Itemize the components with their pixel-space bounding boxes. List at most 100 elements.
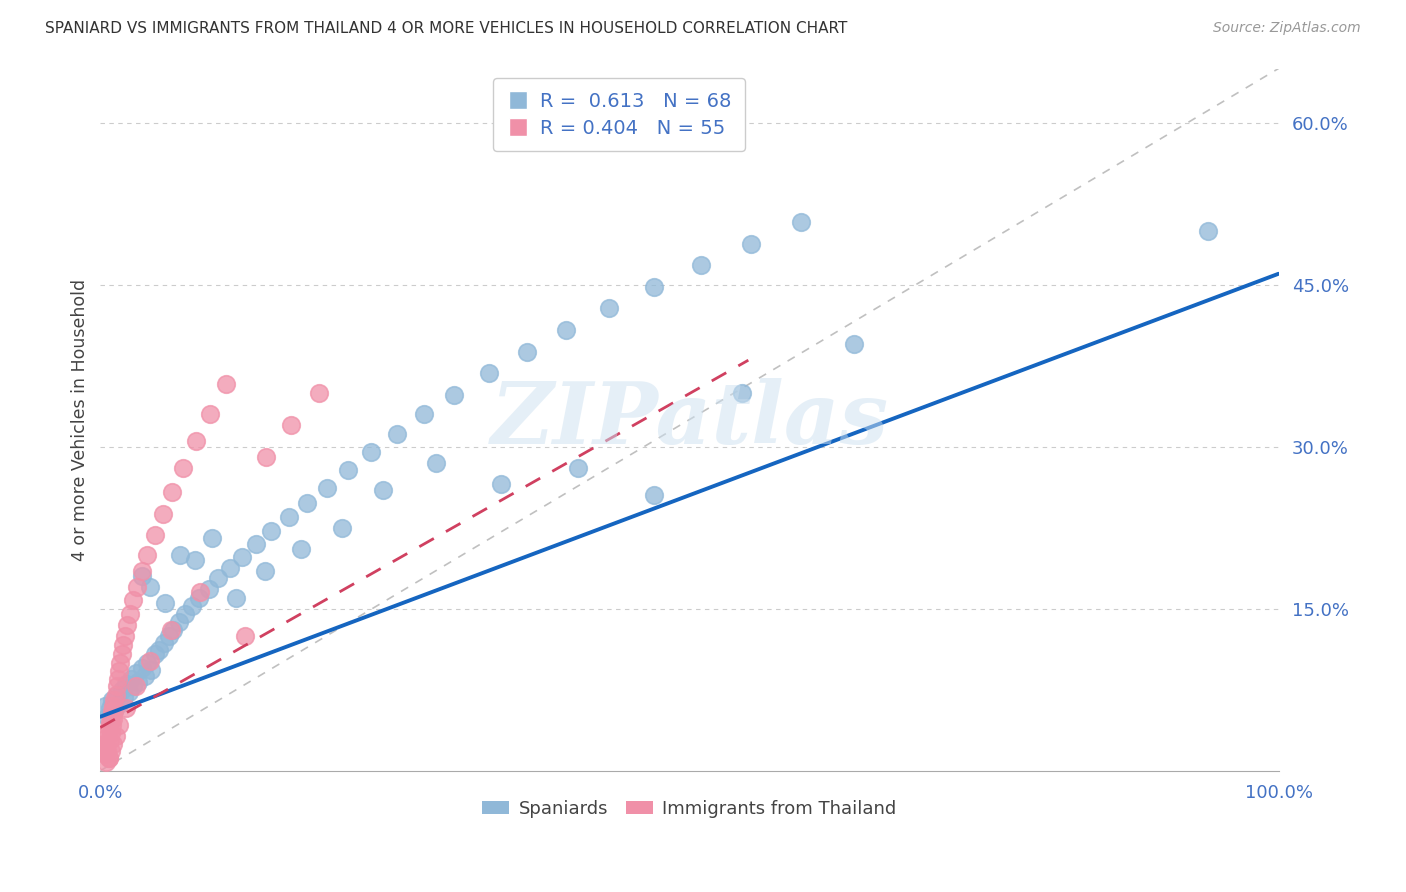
Point bbox=[231, 549, 253, 564]
Point bbox=[105, 680, 128, 694]
Point bbox=[98, 701, 121, 715]
Point bbox=[184, 434, 207, 449]
Point bbox=[172, 461, 194, 475]
Point bbox=[153, 596, 176, 610]
Point bbox=[96, 739, 118, 754]
Point bbox=[131, 564, 153, 578]
Point bbox=[181, 599, 204, 614]
Point bbox=[105, 688, 128, 702]
Point bbox=[277, 509, 299, 524]
Point bbox=[225, 591, 247, 605]
Point bbox=[139, 663, 162, 677]
Point bbox=[110, 682, 132, 697]
Point bbox=[104, 729, 127, 743]
Point bbox=[169, 615, 191, 629]
Point bbox=[478, 366, 501, 380]
Point bbox=[731, 385, 754, 400]
Point bbox=[118, 607, 141, 621]
Point bbox=[111, 639, 134, 653]
Point bbox=[790, 215, 813, 229]
Point bbox=[844, 337, 866, 351]
Point bbox=[97, 750, 120, 764]
Point bbox=[103, 693, 125, 707]
Point bbox=[108, 718, 131, 732]
Point bbox=[115, 677, 138, 691]
Point bbox=[280, 417, 302, 432]
Point bbox=[97, 750, 120, 764]
Point bbox=[100, 744, 122, 758]
Point bbox=[169, 548, 191, 562]
Point bbox=[103, 737, 125, 751]
Point bbox=[308, 385, 330, 400]
Point bbox=[91, 742, 114, 756]
Point bbox=[148, 642, 170, 657]
Point bbox=[188, 591, 211, 605]
Point bbox=[643, 279, 665, 293]
Point bbox=[516, 344, 538, 359]
Point bbox=[160, 485, 183, 500]
Text: ZIPatlas: ZIPatlas bbox=[491, 378, 889, 461]
Point bbox=[387, 426, 409, 441]
Point bbox=[360, 445, 382, 459]
Point bbox=[330, 521, 353, 535]
Point bbox=[100, 726, 122, 740]
Point bbox=[136, 548, 159, 562]
Point bbox=[117, 618, 139, 632]
Point bbox=[96, 726, 118, 740]
Point bbox=[425, 456, 447, 470]
Point bbox=[120, 672, 142, 686]
Point bbox=[139, 653, 162, 667]
Point bbox=[115, 701, 138, 715]
Point bbox=[110, 647, 132, 661]
Point bbox=[98, 715, 121, 730]
Point bbox=[233, 629, 256, 643]
Point bbox=[690, 258, 713, 272]
Point bbox=[100, 709, 122, 723]
Point bbox=[108, 697, 131, 711]
Text: Source: ZipAtlas.com: Source: ZipAtlas.com bbox=[1213, 21, 1361, 35]
Point bbox=[103, 698, 125, 713]
Point bbox=[107, 672, 129, 686]
Point bbox=[101, 718, 124, 732]
Point bbox=[101, 693, 124, 707]
Point bbox=[143, 528, 166, 542]
Point bbox=[254, 564, 277, 578]
Point bbox=[315, 481, 337, 495]
Point bbox=[174, 607, 197, 621]
Point bbox=[554, 323, 576, 337]
Point bbox=[260, 524, 283, 538]
Point bbox=[125, 666, 148, 681]
Point bbox=[131, 569, 153, 583]
Text: SPANIARD VS IMMIGRANTS FROM THAILAND 4 OR MORE VEHICLES IN HOUSEHOLD CORRELATION: SPANIARD VS IMMIGRANTS FROM THAILAND 4 O… bbox=[45, 21, 848, 36]
Point bbox=[740, 236, 762, 251]
Point bbox=[162, 624, 184, 638]
Point bbox=[136, 656, 159, 670]
Point bbox=[103, 712, 125, 726]
Point bbox=[197, 582, 219, 597]
Point bbox=[112, 690, 135, 705]
Point bbox=[125, 680, 148, 694]
Point bbox=[114, 629, 136, 643]
Point bbox=[117, 685, 139, 699]
Point bbox=[101, 704, 124, 718]
Point bbox=[110, 656, 132, 670]
Point bbox=[336, 463, 359, 477]
Point bbox=[153, 636, 176, 650]
Point bbox=[125, 580, 148, 594]
Point bbox=[371, 483, 394, 497]
Point bbox=[567, 461, 589, 475]
Point bbox=[157, 629, 180, 643]
Point bbox=[143, 647, 166, 661]
Point bbox=[598, 301, 620, 316]
Point bbox=[201, 532, 224, 546]
Point bbox=[96, 709, 118, 723]
Point bbox=[122, 593, 145, 607]
Point bbox=[152, 507, 174, 521]
Point bbox=[94, 698, 117, 713]
Point bbox=[413, 407, 436, 421]
Point bbox=[96, 731, 118, 746]
Point bbox=[489, 477, 512, 491]
Point bbox=[131, 661, 153, 675]
Point bbox=[160, 624, 183, 638]
Point bbox=[104, 688, 127, 702]
